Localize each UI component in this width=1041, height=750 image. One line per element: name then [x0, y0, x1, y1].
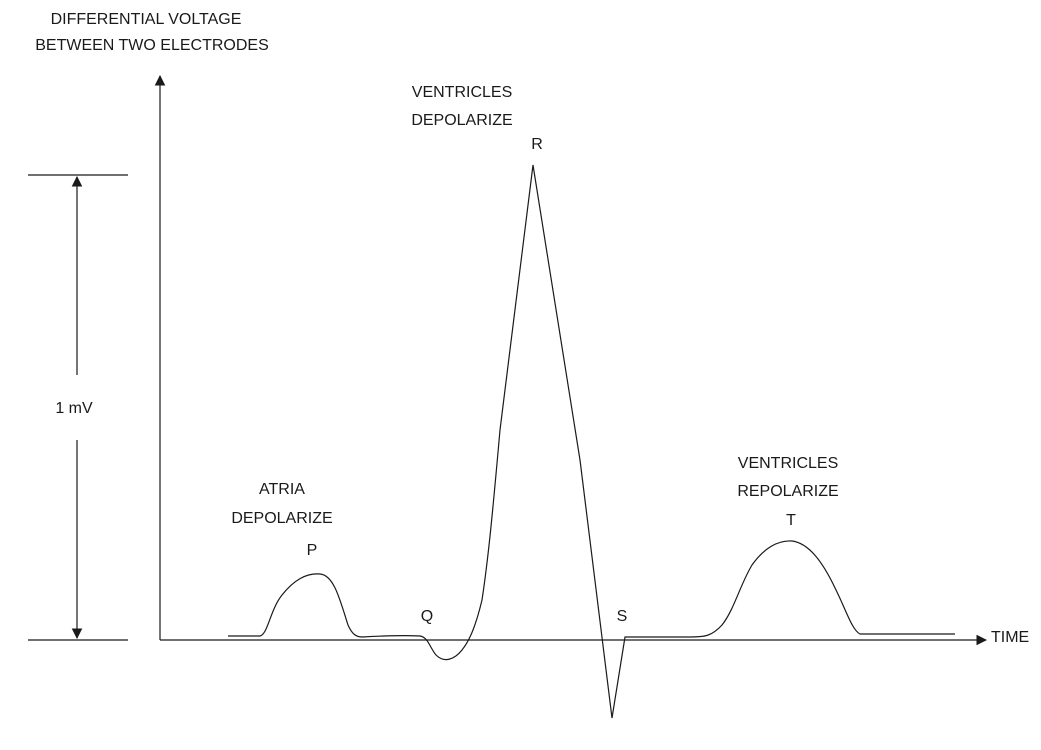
ecg-waveform [228, 164, 955, 719]
wave-label: Q [421, 608, 433, 625]
scale-label: 1 mV [55, 400, 93, 417]
y-axis-label: DIFFERENTIAL VOLTAGE [51, 11, 242, 28]
annotation: ATRIA [259, 481, 305, 498]
wave-label: S [617, 608, 628, 625]
annotation: REPOLARIZE [737, 483, 838, 500]
annotation: VENTRICLES [412, 84, 512, 101]
y-axis-label: BETWEEN TWO ELECTRODES [35, 37, 269, 54]
wave-label: T [786, 512, 796, 529]
x-axis-label: TIME [991, 629, 1029, 646]
annotation: VENTRICLES [738, 455, 838, 472]
wave-label: P [307, 542, 318, 559]
annotation: DEPOLARIZE [231, 510, 332, 527]
wave-label: R [531, 136, 543, 153]
annotation: DEPOLARIZE [411, 112, 512, 129]
